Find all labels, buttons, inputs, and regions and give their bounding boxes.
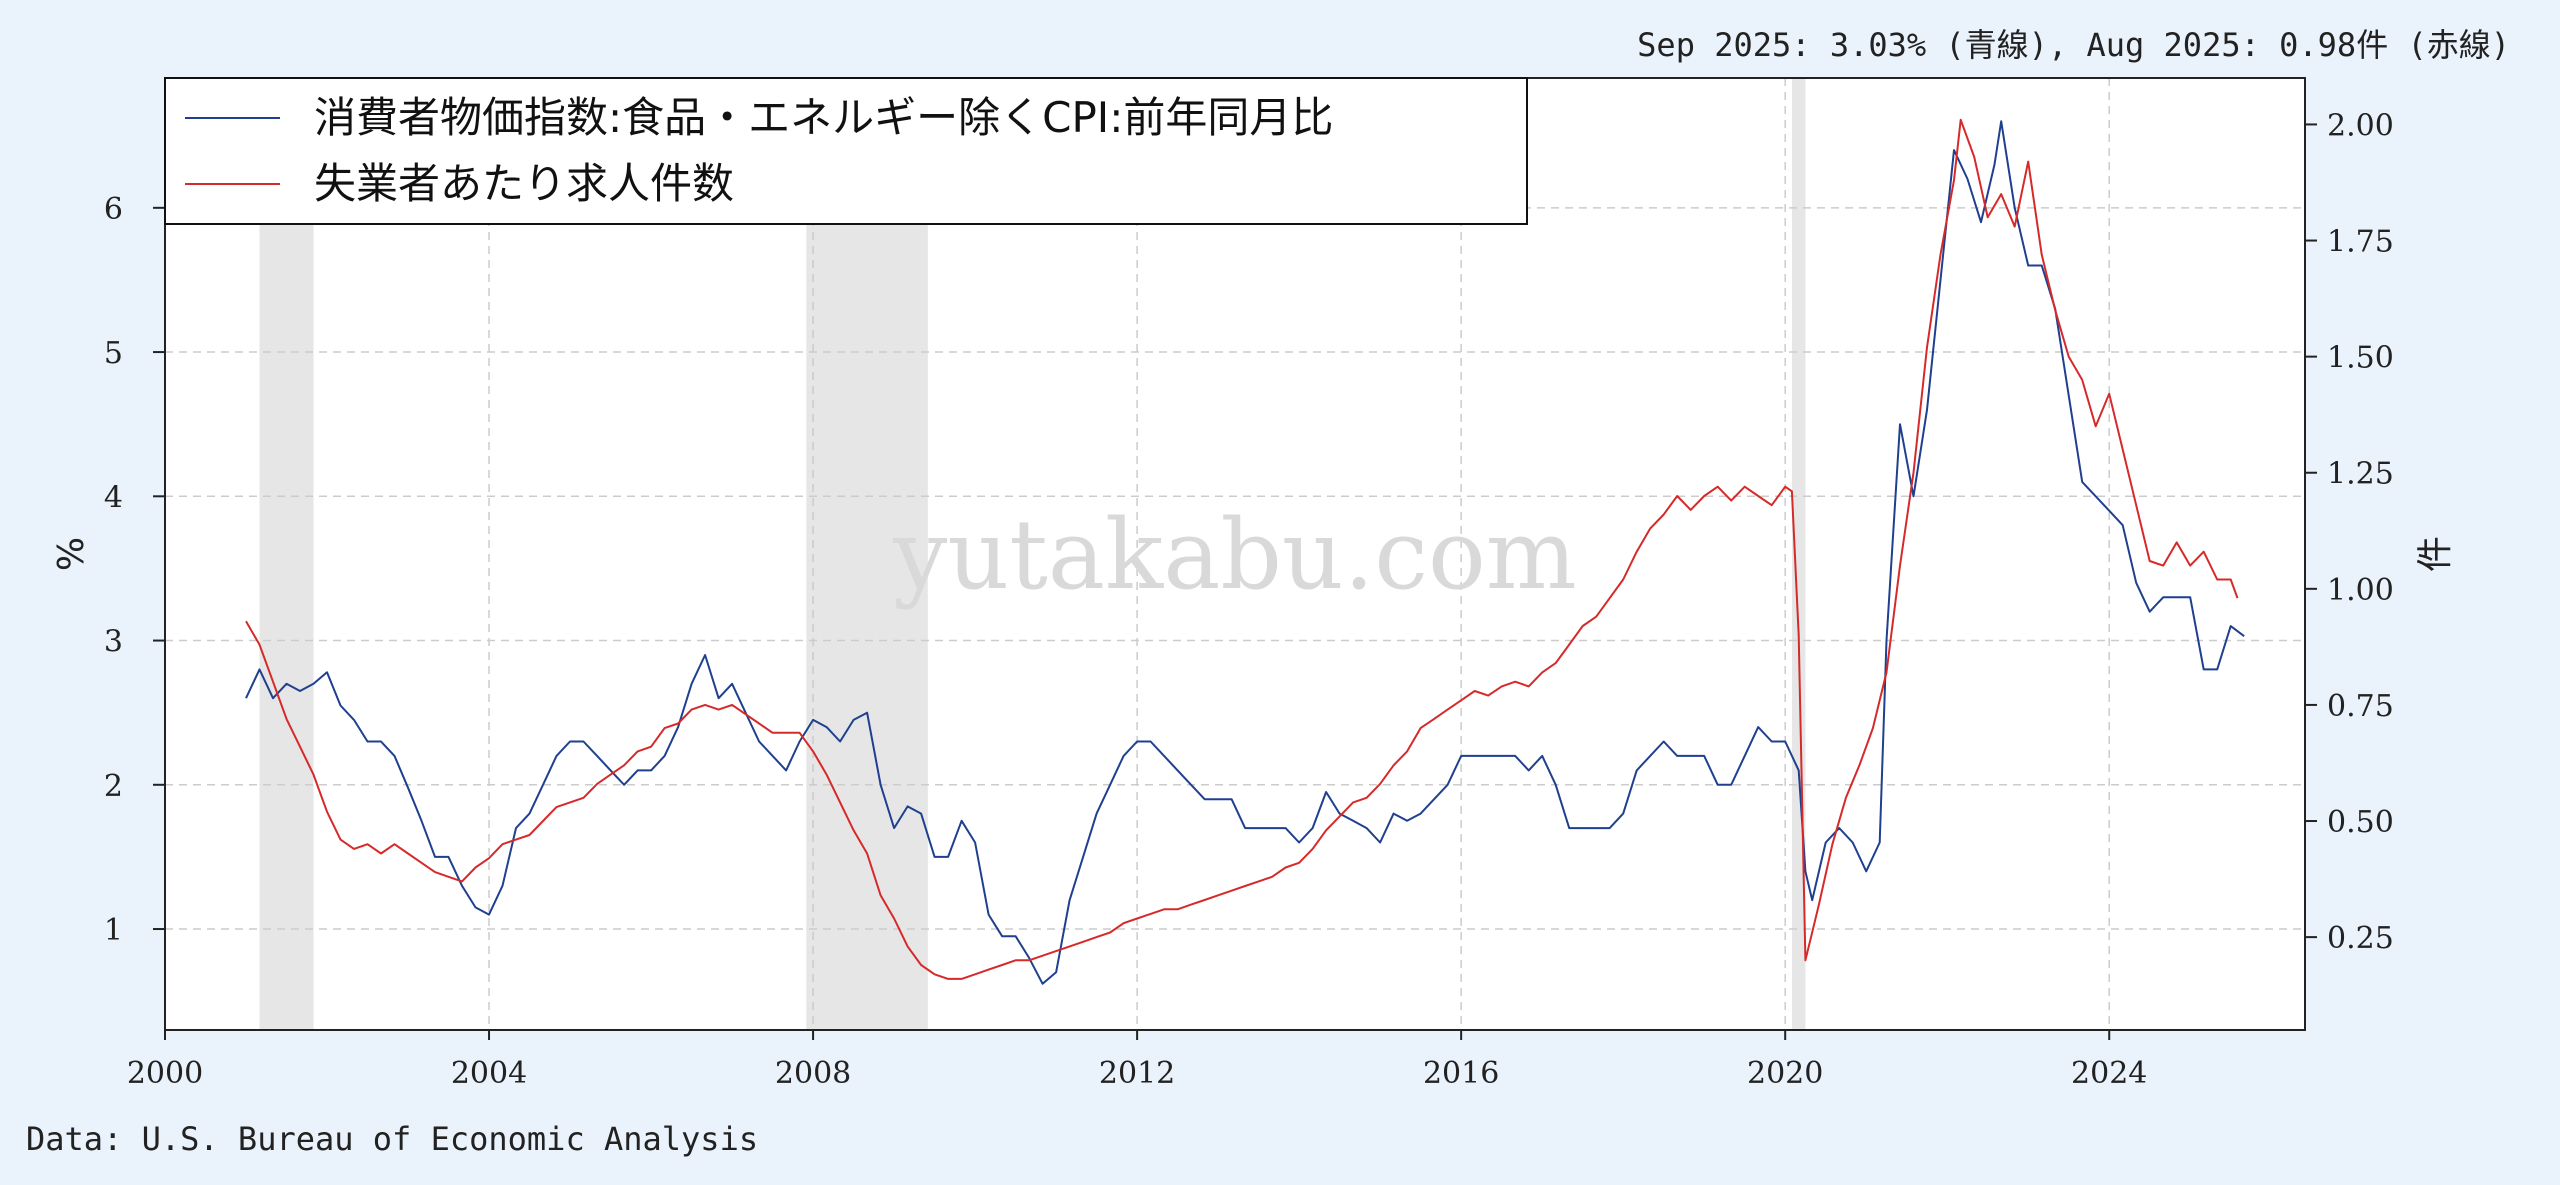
watermark: yutakabu.com bbox=[892, 499, 1577, 611]
right-axis-label: 件 bbox=[2415, 536, 2456, 572]
recession-band-1 bbox=[806, 78, 928, 1030]
x-tick-label-3: 2012 bbox=[1099, 1056, 1175, 1091]
x-tick-label-1: 2004 bbox=[451, 1056, 527, 1091]
x-tick-label-0: 2000 bbox=[127, 1056, 203, 1091]
y-left-tick-label-1: 2 bbox=[104, 769, 123, 804]
y-left-tick-label-4: 5 bbox=[104, 336, 123, 371]
x-tick-label-2: 2008 bbox=[775, 1056, 851, 1091]
y-right-tick-label-6: 1.75 bbox=[2327, 225, 2394, 260]
y-left-tick-label-2: 3 bbox=[104, 625, 123, 660]
header-note: Sep 2025: 3.03% (青線), Aug 2025: 0.98件 (赤… bbox=[1637, 26, 2510, 64]
footer-note: Data: U.S. Bureau of Economic Analysis bbox=[26, 1120, 758, 1158]
cpi-line bbox=[245, 120, 2245, 985]
y-right-tick-label-7: 2.00 bbox=[2327, 108, 2394, 143]
axes: 2000 2004 2008 2012 2016 2020 2024 1 2 3 4 5 6 0.25 0.… bbox=[104, 108, 2394, 1091]
legend-box bbox=[164, 77, 1528, 225]
y-right-tick-label-2: 0.75 bbox=[2327, 689, 2394, 724]
jobs-per-unemployed-line bbox=[245, 118, 2239, 980]
y-right-tick-label-1: 0.50 bbox=[2327, 805, 2394, 840]
left-axis-label: % bbox=[51, 537, 92, 571]
x-tick-label-6: 2024 bbox=[2071, 1056, 2147, 1091]
legend-label-jobs: 失業者あたり求人件数 bbox=[314, 159, 734, 208]
recession-band-0 bbox=[259, 78, 314, 1030]
x-tick-label-5: 2020 bbox=[1747, 1056, 1823, 1091]
x-tick-label-4: 2016 bbox=[1423, 1056, 1499, 1091]
y-left-tick-label-0: 1 bbox=[104, 913, 123, 948]
legend-label-cpi: 消費者物価指数:食品・エネルギー除くCPI:前年同月比 bbox=[314, 93, 1333, 142]
y-left-tick-label-3: 4 bbox=[104, 480, 123, 515]
recession-bands bbox=[259, 78, 1806, 1030]
y-right-tick-label-0: 0.25 bbox=[2327, 921, 2394, 956]
series-lines bbox=[245, 118, 2245, 985]
y-right-tick-label-4: 1.25 bbox=[2327, 457, 2394, 492]
y-right-tick-label-5: 1.50 bbox=[2327, 341, 2394, 376]
legend: 消費者物価指数:食品・エネルギー除くCPI:前年同月比 失業者あたり求人件数 bbox=[164, 77, 1528, 225]
y-right-tick-label-3: 1.00 bbox=[2327, 573, 2394, 608]
y-left-tick-label-5: 6 bbox=[104, 192, 123, 227]
plot-area bbox=[165, 78, 2305, 1030]
